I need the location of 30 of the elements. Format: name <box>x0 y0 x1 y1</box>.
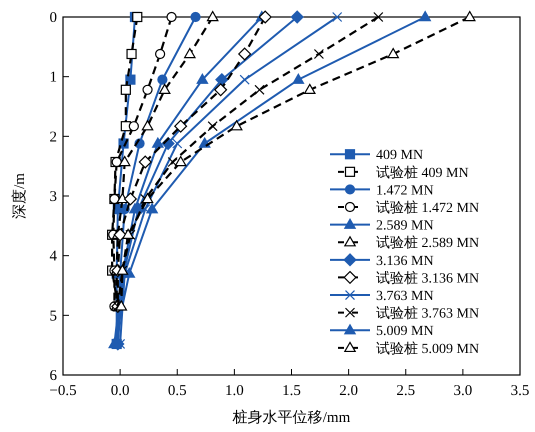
y-tick-label: 2 <box>50 129 57 146</box>
y-axis-title: 深度/m <box>11 172 28 219</box>
legend-label: 试验桩 5.009 MN <box>376 340 480 357</box>
y-tick-label: 4 <box>50 248 58 265</box>
legend-label: 试验桩 3.763 MN <box>376 306 480 322</box>
x-tick-label: −0.5 <box>49 383 77 399</box>
legend-label: 5.009 MN <box>376 324 434 340</box>
legend-label: 1.472 MN <box>376 183 434 198</box>
x-tick-label: 3.5 <box>510 383 530 399</box>
y-tick-label: 3 <box>50 189 57 205</box>
legend-label: 试验桩 1.472 MN <box>376 200 480 216</box>
x-tick-label: 0.5 <box>168 383 187 399</box>
legend-label: 试验桩 2.589 MN <box>376 235 480 252</box>
legend-label: 试验桩 409 MN <box>376 164 469 181</box>
x-tick-label: 2.5 <box>396 383 416 399</box>
legend-label: 2.589 MN <box>376 218 434 234</box>
legend-label: 试验桩 3.136 MN <box>376 270 480 286</box>
y-tick-label: 5 <box>50 308 57 324</box>
x-axis-title: 桩身水平位移/mm <box>232 409 351 426</box>
x-tick-label: 2.0 <box>339 383 358 399</box>
y-tick-label: 1 <box>50 70 57 86</box>
y-tick-label: 0 <box>50 10 57 26</box>
x-tick-label: 1.5 <box>282 383 301 399</box>
y-tick-label: 6 <box>50 368 58 384</box>
x-tick-label: 1.0 <box>225 383 244 399</box>
x-tick-label: 0.0 <box>110 383 130 399</box>
legend-label: 3.136 MN <box>376 254 434 269</box>
x-tick-label: 3.0 <box>454 383 472 399</box>
legend-label: 409 MN <box>376 148 424 164</box>
legend-label: 3.763 MN <box>376 289 434 304</box>
